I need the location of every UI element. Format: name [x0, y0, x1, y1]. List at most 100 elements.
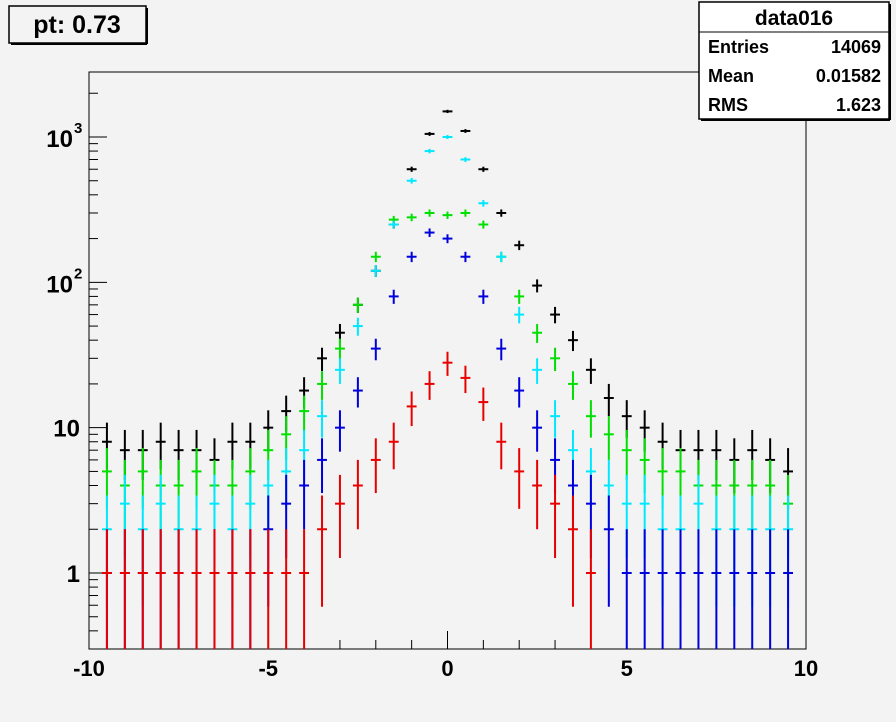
x-tick-label: -5 [258, 656, 278, 681]
data-point [263, 529, 274, 649]
data-point [245, 529, 256, 649]
data-point [532, 410, 543, 452]
data-point [621, 429, 632, 481]
data-point [352, 317, 363, 336]
data-point [550, 474, 560, 559]
data-point [532, 323, 543, 343]
x-tick-label: -10 [73, 656, 105, 681]
data-point [568, 495, 578, 607]
data-point [514, 448, 525, 509]
data-point [352, 377, 363, 408]
data-point [568, 330, 578, 352]
data-point [370, 338, 381, 361]
x-tick-label: 0 [441, 656, 453, 681]
data-point [335, 410, 345, 452]
data-point [406, 391, 417, 427]
data-point [406, 251, 417, 263]
data-point [496, 209, 507, 217]
stats-value-entries: 14069 [831, 37, 881, 57]
data-point [317, 438, 327, 494]
data-point [747, 529, 758, 649]
data-point [621, 529, 632, 649]
data-point [603, 416, 614, 460]
data-point [585, 358, 596, 384]
stats-value-rms: 1.623 [836, 95, 881, 115]
data-point [281, 529, 292, 649]
data-point [639, 529, 650, 649]
data-point [424, 228, 435, 237]
title-box [8, 5, 147, 44]
data-point [532, 279, 543, 293]
data-point [532, 358, 543, 384]
data-point [460, 251, 471, 263]
data-point [335, 474, 345, 559]
data-point [173, 529, 184, 649]
data-point [496, 338, 507, 361]
data-point [514, 306, 525, 324]
data-point [585, 400, 596, 438]
y-tick-label: 1 [67, 561, 80, 588]
data-point [370, 438, 381, 494]
data-point [299, 529, 310, 649]
data-point [299, 459, 310, 530]
data-point [585, 529, 596, 649]
data-point [460, 365, 471, 394]
stats-label-mean: Mean [708, 66, 754, 86]
data-point [424, 131, 435, 136]
data-point [424, 209, 435, 217]
data-point [550, 400, 560, 438]
data-point [406, 177, 417, 184]
data-point [603, 383, 614, 417]
data-point [442, 211, 453, 219]
data-point [227, 529, 238, 649]
data-point [335, 338, 345, 361]
data-series [101, 109, 794, 649]
data-point [478, 166, 489, 172]
x-tick-label: 5 [621, 656, 633, 681]
stats-title: data016 [755, 7, 833, 30]
data-point [424, 148, 435, 154]
stats-value-mean: 0.01582 [816, 66, 881, 86]
data-point [119, 529, 130, 649]
y-tick-label: 10 [53, 416, 80, 443]
data-point [370, 265, 381, 277]
data-point [317, 495, 327, 607]
data-point [317, 347, 327, 372]
data-point [317, 371, 327, 400]
data-point [657, 529, 668, 649]
data-point [209, 529, 220, 649]
data-point [101, 529, 112, 649]
data-point [729, 529, 740, 649]
data-point [496, 422, 507, 470]
data-point [406, 166, 417, 172]
data-point [478, 387, 489, 421]
stats-label-rms: RMS [708, 95, 748, 115]
data-point [442, 351, 453, 376]
data-point [155, 529, 166, 649]
data-point [550, 347, 560, 372]
x-tick-label: 10 [794, 656, 818, 681]
y-tick-label-base: 10 [46, 126, 73, 153]
title-text: pt: 0.73 [33, 11, 121, 39]
data-point [317, 400, 327, 438]
stats-box [698, 1, 890, 120]
data-point [603, 495, 614, 607]
data-point [675, 529, 686, 649]
data-point [568, 371, 578, 400]
data-point [352, 297, 363, 313]
data-point [388, 220, 399, 229]
x-tick-labels: -10 -5 0 5 10 [73, 656, 818, 681]
data-point [388, 422, 399, 470]
series-4 [101, 351, 596, 649]
data-point [496, 251, 507, 263]
data-point [137, 529, 148, 649]
data-point [442, 135, 453, 140]
data-point [299, 395, 310, 432]
data-point [424, 371, 435, 400]
stats-label-entries: Entries [708, 37, 769, 57]
data-point [352, 459, 363, 530]
data-point [514, 377, 525, 408]
data-point [460, 209, 471, 217]
